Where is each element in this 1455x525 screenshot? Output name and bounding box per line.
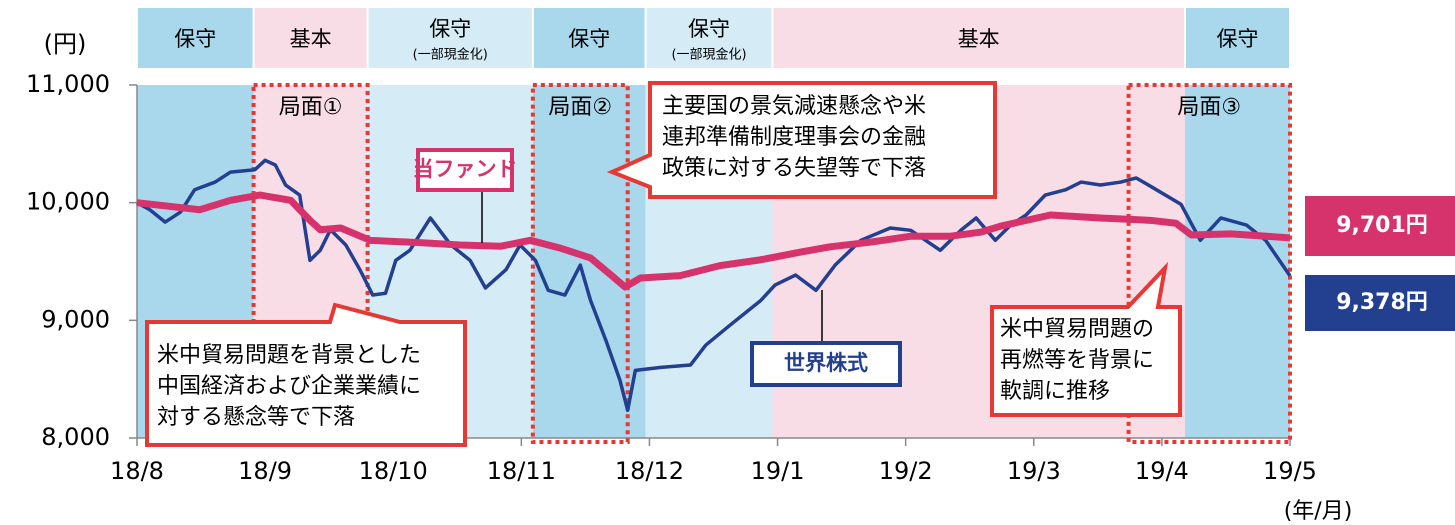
x-tick-label: 18/10 [359,457,428,485]
series-line [136,191,1291,291]
y-tick-label: 8,000 [41,423,110,451]
end-label: 9,701円 [1336,213,1428,238]
x-tick-label: 19/3 [1007,457,1061,485]
callout-text: 米中貿易問題を背景とした [157,343,421,368]
phase-label: 局面① [279,95,343,120]
callout-text: 政策に対する失望等で下落 [662,156,926,181]
x-axis-label: (年/月) [1284,499,1353,524]
x-tick-label: 19/5 [1263,457,1317,485]
band-header [254,8,367,68]
band-sublabel: (一部現金化) [413,47,488,63]
phase-label: 局面② [548,95,612,120]
callout-box [606,81,997,199]
band-label: 保守 [688,17,730,41]
x-tick-label: 18/12 [615,457,684,485]
band-header [533,8,645,68]
callout-text: 連邦準備制度理事会の金融 [662,125,926,150]
end-label: 9,378円 [1336,290,1428,315]
x-tick-label: 19/2 [879,457,933,485]
band-header [1185,8,1289,68]
callout-text: 再燃等を背景に [1000,348,1154,373]
band-label: 保守 [429,17,471,41]
band-header [138,8,253,68]
end-label-box [1305,196,1455,256]
band-area [1184,85,1290,438]
callout-text: 対する懸念等で下落 [157,405,355,430]
y-tick-label: 11,000 [26,70,110,98]
band-header [368,8,532,68]
series-line [136,158,1292,413]
phase-box [530,83,630,444]
callout-text: 主要国の景気減速懸念や米 [662,94,926,119]
callout-text: 中国経済および企業業績に [157,374,421,399]
band-sublabel: (一部現金化) [671,47,746,63]
y-tick-label: 9,000 [41,305,110,333]
phase-box [1126,83,1292,444]
callout-box [990,261,1182,417]
x-tick-label: 19/4 [1135,457,1189,485]
band-label: 保守 [174,27,216,51]
x-tick-label: 18/11 [487,457,556,485]
series-name: 世界株式 [784,351,868,375]
series-name-box [416,148,514,192]
callout-box [145,302,467,447]
x-tick-label: 19/1 [751,457,805,485]
band-label: 基本 [290,27,332,51]
x-tick-label: 18/8 [110,457,164,485]
band-label: 保守 [1216,27,1258,51]
band-header [646,8,772,68]
callout-text: 軟調に推移 [1000,379,1110,404]
band-header [773,8,1184,68]
callout-text: 米中貿易問題の [1000,317,1154,342]
band-label: 基本 [958,27,1000,51]
series-name: 当ファンド [413,157,518,181]
y-tick-label: 10,000 [26,188,110,216]
x-tick-label: 18/9 [238,457,292,485]
series-name-box [750,341,902,387]
phase-label: 局面③ [1177,95,1241,120]
band-label: 保守 [568,27,610,51]
y-axis-label: (円) [44,30,87,58]
end-label-box [1305,275,1455,331]
